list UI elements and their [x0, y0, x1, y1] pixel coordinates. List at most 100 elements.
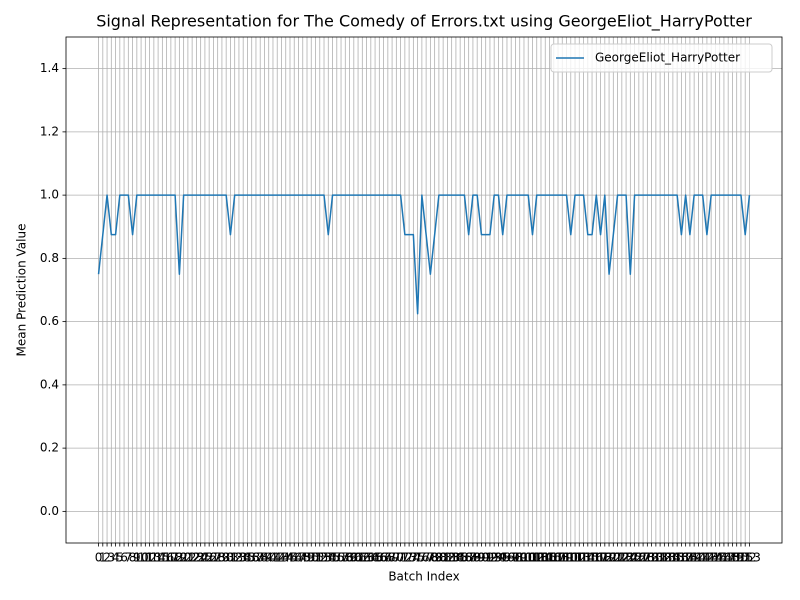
- x-tick-label: 62: [355, 551, 370, 565]
- x-tick-label: 130: [640, 551, 663, 565]
- x-tick-label: 92: [482, 551, 497, 565]
- x-tick-label: 101: [517, 551, 540, 565]
- x-tick-label: 11: [138, 551, 153, 565]
- x-tick-label: 98: [508, 551, 523, 565]
- y-tick-label: 0.6: [40, 314, 59, 328]
- x-tick-label: 143: [695, 551, 718, 565]
- x-tick-label: 108: [547, 551, 570, 565]
- x-tick-label: 30: [219, 551, 234, 565]
- x-tick-label: 111: [559, 551, 582, 565]
- x-tick-label: 114: [572, 551, 595, 565]
- x-tick-label: 145: [704, 551, 727, 565]
- x-tick-label: 94: [491, 551, 506, 565]
- x-tick-label: 75: [410, 551, 425, 565]
- x-tick-label: 34: [236, 551, 251, 565]
- x-tick-label: 24: [193, 551, 208, 565]
- x-tick-label: 19: [172, 551, 187, 565]
- x-tick-label: 153: [738, 551, 761, 565]
- x-tick-label: 57: [333, 551, 348, 565]
- x-tick-label: 58: [338, 551, 353, 565]
- x-tick-label: 106: [538, 551, 561, 565]
- x-tick-label: 51: [308, 551, 323, 565]
- x-tick-label: 82: [440, 551, 455, 565]
- x-tick-label: 116: [581, 551, 604, 565]
- y-tick-label: 0.2: [40, 441, 59, 455]
- x-tick-label: 53: [316, 551, 331, 565]
- x-tick-label: 6: [120, 551, 128, 565]
- x-tick-label: 4: [112, 551, 120, 565]
- y-tick-label: 0.0: [40, 504, 59, 518]
- x-tick-label: 77: [418, 551, 433, 565]
- x-tick-label: 102: [521, 551, 544, 565]
- x-tick-label: 49: [299, 551, 314, 565]
- x-tick-label: 71: [393, 551, 408, 565]
- x-tick-label: 35: [240, 551, 255, 565]
- x-tick-label: 85: [453, 551, 468, 565]
- y-tick-label: 1.2: [40, 124, 59, 138]
- chart-title: Signal Representation for The Comedy of …: [96, 12, 752, 32]
- x-tick-label: 124: [615, 551, 638, 565]
- x-tick-label: 131: [644, 551, 667, 565]
- x-tick-label: 15: [155, 551, 170, 565]
- plot-frame: [65, 36, 783, 544]
- x-tick-label: 23: [189, 551, 204, 565]
- x-tick-label: 151: [729, 551, 752, 565]
- x-tick-label: 89: [470, 551, 485, 565]
- x-tick-label: 10: [133, 551, 148, 565]
- x-tick-label: 52: [312, 551, 327, 565]
- x-tick-label: 14: [150, 551, 165, 565]
- x-tick-label: 66: [372, 551, 387, 565]
- x-tick-label: 69: [384, 551, 399, 565]
- x-tick-label: 135: [661, 551, 684, 565]
- x-tick-label: 61: [350, 551, 365, 565]
- x-tick-label: 74: [406, 551, 421, 565]
- y-tick-label: 1.4: [40, 61, 59, 75]
- data-line: [97, 194, 751, 315]
- x-tick-label: 118: [589, 551, 612, 565]
- x-tick-label: 68: [380, 551, 395, 565]
- x-tick-label: 91: [478, 551, 493, 565]
- x-tick-label: 86: [457, 551, 472, 565]
- x-tick-label: 109: [551, 551, 574, 565]
- x-tick-label: 3: [107, 551, 115, 565]
- x-tick-label: 32: [227, 551, 242, 565]
- x-tick-label: 40: [261, 551, 276, 565]
- x-tick-label: 78: [423, 551, 438, 565]
- x-tick-label: 90: [474, 551, 489, 565]
- x-tick-label: 56: [329, 551, 344, 565]
- x-tick-label: 60: [346, 551, 361, 565]
- x-tick-label: 64: [363, 551, 378, 565]
- x-tick-label: 41: [265, 551, 280, 565]
- x-tick-label: 59: [342, 551, 357, 565]
- x-tick-label: 133: [653, 551, 676, 565]
- x-tick-label: 0: [95, 551, 103, 565]
- x-tick-label: 65: [367, 551, 382, 565]
- x-tick-label: 2: [103, 551, 111, 565]
- x-tick-label: 128: [632, 551, 655, 565]
- x-tick-label: 27: [206, 551, 221, 565]
- x-tick-label: 17: [163, 551, 178, 565]
- x-tick-label: 29: [214, 551, 229, 565]
- x-tick-label: 38: [253, 551, 268, 565]
- x-tick-label: 103: [525, 551, 548, 565]
- x-tick-label: 115: [576, 551, 599, 565]
- x-tick-label: 45: [282, 551, 297, 565]
- x-tick-label: 138: [674, 551, 697, 565]
- x-tick-label: 80: [431, 551, 446, 565]
- y-tick-label: 0.4: [40, 377, 59, 391]
- x-tick-label: 99: [512, 551, 527, 565]
- y-axis-label: Mean Prediction Value: [15, 224, 29, 357]
- y-tick-label: 0.8: [40, 251, 59, 265]
- x-tick-label: 95: [495, 551, 510, 565]
- legend-box: [550, 43, 773, 73]
- x-tick-label: 48: [295, 551, 310, 565]
- x-tick-label: 18: [167, 551, 182, 565]
- x-tick-label: 50: [304, 551, 319, 565]
- x-tick-label: 100: [513, 551, 536, 565]
- x-tick-label: 67: [376, 551, 391, 565]
- x-tick-label: 1: [99, 551, 107, 565]
- x-tick-label: 125: [619, 551, 642, 565]
- x-tick-label: 147: [712, 551, 735, 565]
